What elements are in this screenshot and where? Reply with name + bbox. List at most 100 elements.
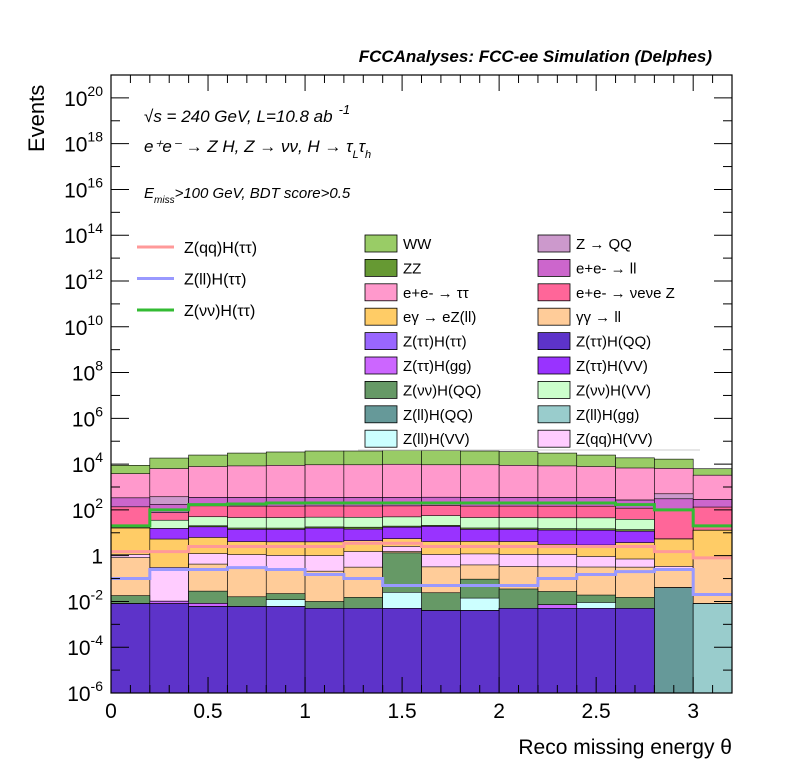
legend-swatch-zz xyxy=(364,258,398,277)
legend-swatch-z-h-qq xyxy=(537,332,571,351)
legend-swatch-z-ll-h-vv xyxy=(364,429,398,448)
legend-swatch-z-qq xyxy=(537,234,571,253)
legend-label: Z(ll)H(VV) xyxy=(403,431,470,448)
legend-swatch-z-ll-h-qq xyxy=(364,405,398,424)
bar-z-h-qq-bin-0 xyxy=(110,603,151,694)
legend-label: e+e- → νeνe Z xyxy=(576,285,675,302)
legend-swatch-ww xyxy=(364,234,398,253)
legend-signal-label: Z(ll)H(ττ) xyxy=(184,272,246,289)
legend-label: Z(ττ)H(ττ) xyxy=(403,334,467,351)
annotation-line3-rest: >100 GeV, BDT score>0.5 xyxy=(175,185,351,202)
bar-z-h-qq-bin-11 xyxy=(537,608,578,694)
legend-swatch-z-h-vv xyxy=(537,380,571,399)
y-tick-label: 1016 xyxy=(64,174,103,202)
bar-z-h-qq-bin-1 xyxy=(149,603,189,694)
x-tick-label: 1 xyxy=(299,700,311,723)
bar-z-h-qq-bin-6 xyxy=(343,608,383,694)
y-tick-label: 104 xyxy=(72,449,103,477)
legend-swatch-z-h-qq xyxy=(364,380,398,399)
bar-z-h-qq-bin-10 xyxy=(498,608,539,694)
legend-swatch-e-e-e-e-z xyxy=(537,283,571,302)
legend-label: Z(ττ)H(gg) xyxy=(403,358,472,375)
y-axis-label: Events xyxy=(24,85,49,152)
signal-line-z-h xyxy=(111,501,732,528)
y-tick-label: 1020 xyxy=(64,83,103,111)
y-tick-label: 1012 xyxy=(64,266,103,294)
legend-swatch-z-h xyxy=(364,332,398,351)
svg-text:e⁺e⁻ → Z H, Z → νν, H → τLτh: e⁺e⁻ → Z H, Z → νν, H → τLτh xyxy=(144,137,371,161)
legend-label: Z(νν)H(QQ) xyxy=(403,382,481,399)
chart-title: FCCAnalyses: FCC-ee Simulation (Delphes) xyxy=(359,47,713,66)
svg-text:Emiss>100 GeV, BDT score>0.5: Emiss>100 GeV, BDT score>0.5 xyxy=(144,185,351,206)
annotation-line2-sub1: L xyxy=(353,149,359,161)
annotation-line1-sup: -1 xyxy=(339,102,351,117)
y-tick-label: 108 xyxy=(72,358,103,386)
y-tick-label: 1014 xyxy=(64,220,103,248)
y-tick-label: 102 xyxy=(72,495,103,523)
bar-z-h-qq-bin-13 xyxy=(615,608,655,694)
legend-signal-label: Z(qq)H(ττ) xyxy=(184,240,257,257)
legend-label: Z(ll)H(QQ) xyxy=(403,407,473,424)
signal-line-z-ll-h xyxy=(111,566,732,597)
y-tick-label: 10-6 xyxy=(67,678,103,706)
annotation-process: e⁺e⁻ → Z H, Z → νν, H → τLτh xyxy=(144,137,371,161)
x-tick-label: 0.5 xyxy=(193,700,222,723)
signal-line-z-qq-h xyxy=(111,541,732,560)
legend-label: Z → QQ xyxy=(576,236,632,253)
legend-label: eγ → eZ(ll) xyxy=(403,309,476,326)
legend-label: ZZ xyxy=(403,260,421,277)
legend-label: e+e- → ll xyxy=(576,260,636,277)
legend-swatch-z-ll-h-gg xyxy=(537,405,571,424)
bar-z-h-qq-bin-8 xyxy=(421,610,461,694)
y-tick-label: 10-2 xyxy=(67,586,103,614)
axis-ticks: 0 0.5 1 1.5 2 2.5 3 10-6 10-4 10-2 1 102 104 106 108 10… xyxy=(64,74,733,723)
legend-label: e+e- → ττ xyxy=(403,285,469,302)
legend-swatch-e-e xyxy=(364,283,398,302)
legend-label: WW xyxy=(403,236,432,253)
bar-z-ll-h-gg-bin-15 xyxy=(692,603,733,694)
legend-swatch-z-h-gg xyxy=(364,356,398,375)
signal-histograms xyxy=(111,501,732,597)
legend-label: γγ → ll xyxy=(576,309,621,326)
x-tick-label: 2 xyxy=(493,700,505,723)
y-tick-label: 106 xyxy=(72,403,103,431)
legend-label: Z(ll)H(gg) xyxy=(576,407,639,424)
y-tick-label: 10-4 xyxy=(67,632,103,660)
legend-swatch-e-e-ll xyxy=(537,258,571,277)
y-tick-label: 1010 xyxy=(64,312,103,340)
legend: Z(qq)H(ττ) Z(ll)H(ττ) Z(νν)H(ττ) WW Z → QQ ZZ… xyxy=(137,232,700,451)
x-tick-label: 2.5 xyxy=(582,700,611,723)
y-tick-label: 1 xyxy=(91,546,103,569)
legend-label: Z(qq)H(VV) xyxy=(576,431,653,448)
legend-label: Z(ττ)H(QQ) xyxy=(576,334,651,351)
legend-swatch-z-qq-h-vv xyxy=(537,429,571,448)
legend-swatch-z-h-vv xyxy=(537,356,571,375)
bar-z-h-qq-bin-3 xyxy=(227,606,267,694)
bar-z-h-qq-bin-9 xyxy=(460,610,500,694)
x-tick-label: 0 xyxy=(105,700,117,723)
bar-z-h-qq-bin-4 xyxy=(265,606,306,694)
legend-label: Z(νν)H(VV) xyxy=(576,382,651,399)
x-tick-label: 1.5 xyxy=(387,700,416,723)
bar-z-ll-h-qq-bin-14 xyxy=(654,587,694,694)
annotation-line2-tau: τ xyxy=(359,137,367,156)
annotation-line3-sub: miss xyxy=(154,195,175,206)
legend-swatch-e-ez-ll xyxy=(364,307,398,326)
legend-label: Z(ττ)H(VV) xyxy=(576,358,648,375)
annotation-energy-lumi: √s = 240 GeV, L=10.8 ab -1 xyxy=(144,102,350,126)
y-tick-label: 1018 xyxy=(64,129,103,157)
annotation-line2-sub2: h xyxy=(365,149,371,161)
x-tick-label: 3 xyxy=(687,700,699,723)
annotation-line2: e⁺e⁻ → Z H, Z → νν, H → τ xyxy=(144,137,354,156)
svg-text:√s = 240 GeV, L=10.8 ab-1: √s = 240 GeV, L=10.8 ab -1 xyxy=(144,102,350,126)
annotation-cuts: Emiss>100 GeV, BDT score>0.5 xyxy=(144,185,351,206)
annotation-line3: E xyxy=(144,185,155,202)
legend-background xyxy=(358,232,698,450)
annotation-line1: √s = 240 GeV, L=10.8 ab xyxy=(144,107,333,126)
bar-z-h-qq-bin-5 xyxy=(304,608,345,694)
legend-signal-label: Z(νν)H(ττ) xyxy=(184,303,255,320)
x-axis-label: Reco missing energy θ xyxy=(518,736,732,759)
legend-swatch-ll xyxy=(537,307,571,326)
